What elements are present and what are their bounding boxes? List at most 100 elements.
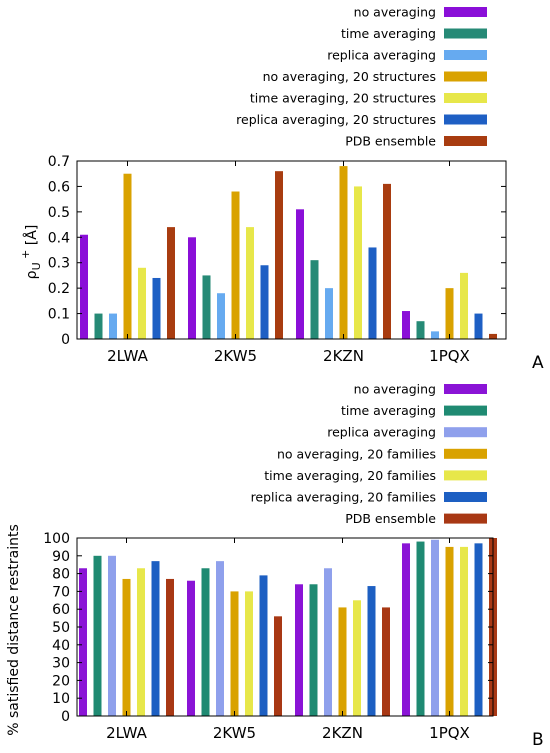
y-tick-label: 0.6: [48, 179, 70, 195]
legend-swatch: [444, 136, 487, 146]
legend-swatch: [444, 71, 487, 82]
bar: [138, 267, 146, 339]
bar: [79, 568, 87, 716]
legend-swatch: [444, 405, 487, 416]
bar: [310, 260, 319, 339]
x-tick-label: 2LWA: [106, 724, 148, 742]
bar: [245, 591, 253, 716]
y-tick-label: 30: [52, 656, 70, 672]
bar: [230, 591, 239, 716]
legend-label: PDB ensemble: [345, 511, 436, 526]
bar: [368, 247, 377, 339]
panel-b-chart: no averaging time averaging replica averag…: [6, 382, 544, 751]
x-tick-label: 2KZN: [322, 724, 363, 742]
plot-frame: [76, 160, 507, 340]
x-tick-label: 2KZN: [323, 347, 364, 365]
legend-swatch: [444, 448, 487, 459]
bar: [353, 600, 361, 716]
y-axis-title: ρU + [Å]: [19, 225, 43, 280]
bar: [259, 575, 268, 716]
bar: [474, 313, 483, 339]
bar: [94, 313, 103, 339]
y-tick-label: 0.3: [48, 256, 70, 272]
bar: [188, 237, 196, 339]
y-tick-label: 100: [43, 531, 70, 547]
y-axis-title: % satisfied distance restraints: [6, 524, 22, 736]
bar: [460, 546, 468, 716]
legend-swatch: [444, 93, 487, 103]
x-tick-label: 2KW5: [213, 724, 256, 742]
x-tick-label: 1PQX: [429, 347, 470, 365]
legend-label: time averaging: [341, 26, 436, 41]
bar: [166, 578, 174, 716]
bar: [382, 607, 390, 716]
legend-swatch: [444, 513, 487, 524]
legend-swatch: [444, 50, 487, 60]
y-tick-label: 0.2: [48, 281, 70, 297]
bar: [338, 607, 347, 716]
bar: [152, 277, 161, 339]
bar: [383, 183, 391, 339]
bar: [80, 234, 88, 339]
bar: [246, 227, 254, 339]
legend-label: replica averaging, 20 structures: [236, 112, 436, 127]
bar: [295, 584, 303, 716]
bar: [445, 288, 454, 339]
bar: [309, 584, 318, 716]
bar: [460, 272, 468, 339]
legend-swatch: [444, 114, 487, 125]
legend-label: replica averaging, 20 families: [251, 490, 436, 505]
bar: [93, 555, 102, 716]
bar: [108, 555, 116, 716]
legend-swatch: [444, 28, 487, 39]
x-tick-label: 1PQX: [429, 724, 470, 742]
bar: [324, 568, 332, 716]
legend-label: no averaging, 20 structures: [263, 69, 436, 84]
bar: [474, 543, 483, 716]
bar: [416, 321, 425, 339]
y-tick-label: 60: [52, 602, 70, 618]
panel-letter: B: [532, 730, 544, 750]
y-tick-label: 90: [52, 549, 70, 565]
bar: [167, 227, 175, 339]
y-tick-label: 0: [61, 332, 70, 348]
legend-swatch: [444, 384, 487, 394]
bar: [339, 166, 348, 339]
legend-label: PDB ensemble: [345, 134, 436, 149]
legend-label: no averaging: [354, 5, 436, 20]
bar: [354, 186, 362, 339]
legend-label: time averaging: [341, 403, 436, 418]
bar: [187, 580, 195, 716]
bar: [122, 578, 131, 716]
bar: [260, 265, 269, 339]
legend-label: replica averaging: [327, 425, 436, 440]
bar: [402, 311, 410, 339]
bar: [402, 543, 410, 716]
legend-swatch: [444, 470, 487, 481]
bar: [151, 561, 160, 716]
y-tick-label: 0.5: [48, 205, 70, 221]
y-tick-label: 0.7: [48, 154, 70, 170]
bar: [296, 209, 304, 339]
y-tick-label: 0.1: [48, 307, 70, 323]
bar: [137, 568, 145, 716]
bar: [274, 616, 282, 716]
bar: [445, 546, 454, 716]
bar: [123, 173, 132, 339]
y-tick-label: 80: [52, 567, 70, 583]
legend-label: time averaging, 20 families: [264, 468, 436, 483]
x-tick-label: 2KW5: [214, 347, 257, 365]
panel-letter: A: [532, 353, 544, 373]
legend-swatch: [444, 492, 487, 502]
bar: [489, 333, 497, 339]
y-tick-label: 20: [52, 673, 70, 689]
bar: [216, 561, 224, 716]
bar: [275, 171, 283, 339]
bar: [231, 191, 240, 339]
y-tick-label: 0.4: [48, 230, 70, 246]
bar: [431, 539, 439, 716]
bar: [202, 275, 211, 339]
y-tick-label: 70: [52, 584, 70, 600]
legend-label: no averaging: [354, 382, 436, 397]
